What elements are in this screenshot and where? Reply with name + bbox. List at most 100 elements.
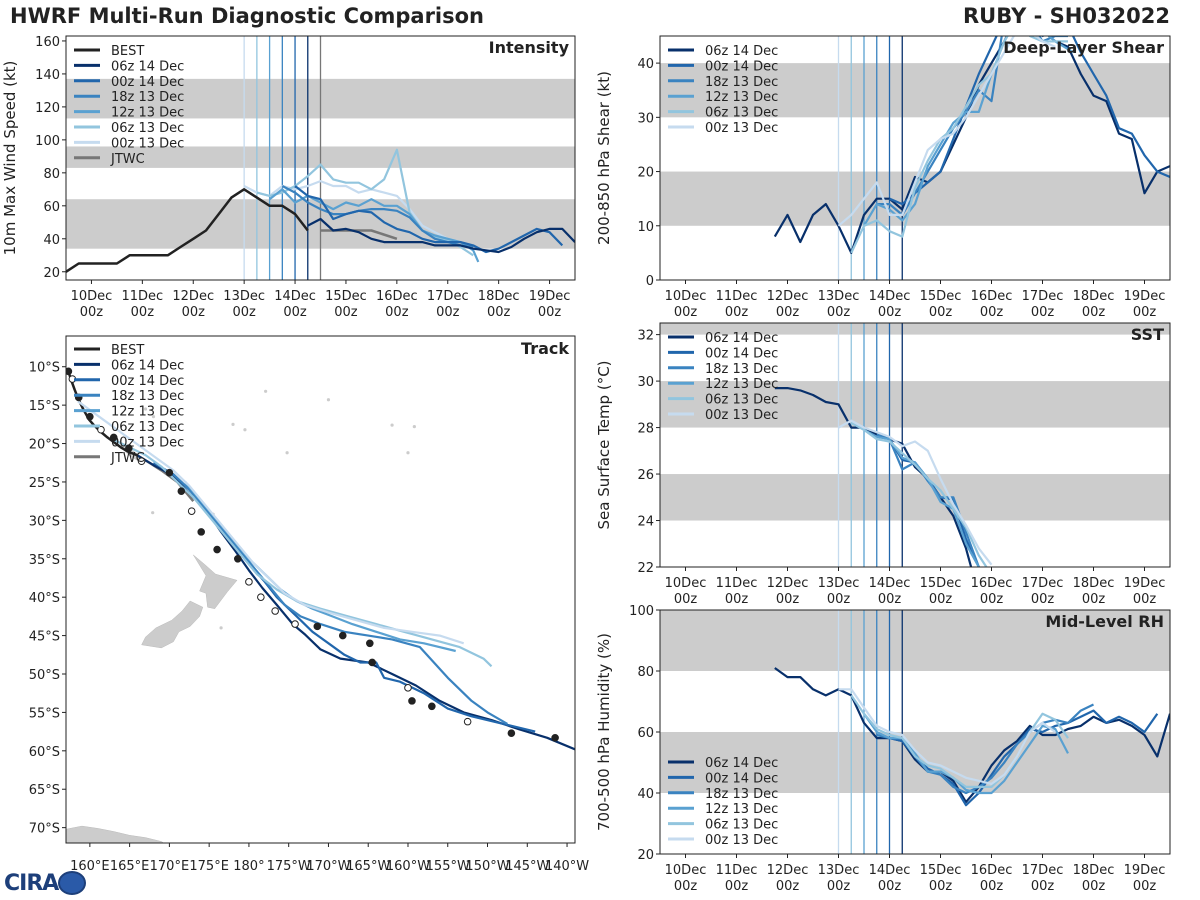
legend-label: BEST xyxy=(111,44,144,59)
track-point-best xyxy=(137,457,146,466)
legend-label: 12z 13 Dec xyxy=(705,377,778,392)
y-tick-label: 30 xyxy=(637,375,654,390)
legend-label: 00z 13 Dec xyxy=(111,435,184,450)
track-point-06z-14-dec xyxy=(338,631,347,640)
plot-area xyxy=(660,323,1170,567)
x-tick-label: 12Dec xyxy=(767,289,809,304)
x-tick-label: 11Dec xyxy=(716,863,758,878)
legend-label: JTWC xyxy=(110,152,145,167)
y-tick-label: 40 xyxy=(637,57,654,72)
x-tick-label: 17Dec xyxy=(1022,289,1064,304)
island xyxy=(151,415,156,419)
y-tick-label: 80 xyxy=(43,167,60,182)
y-axis-label: 700-500 hPa Humidity (%) xyxy=(595,633,613,831)
series-line-18z-13-dec xyxy=(281,185,474,249)
lon-tick-label: 170°W xyxy=(306,859,350,874)
legend-label: 12z 13 Dec xyxy=(111,106,184,121)
lon-tick-label: 150°W xyxy=(465,859,509,874)
legend-label: 06z 14 Dec xyxy=(111,358,184,373)
x-tick-label: 14Dec xyxy=(869,576,911,591)
x-tick-label: 00z xyxy=(1031,592,1055,607)
panel-track: 10°S 15°S 20°S 25°S 30°S 35°S 40°S 45°S 50°S 55°S… xyxy=(29,335,589,874)
x-tick-label: 00z xyxy=(929,879,953,894)
x-tick-label: 12Dec xyxy=(767,863,809,878)
x-tick-label: 00z xyxy=(283,305,307,320)
x-tick-label: 15Dec xyxy=(920,863,962,878)
x-tick-label: 00z xyxy=(1031,305,1055,320)
cira-logo: CIRA xyxy=(4,866,87,900)
x-tick-label: 18Dec xyxy=(478,289,520,304)
legend-label: 18z 13 Dec xyxy=(705,75,778,90)
series-line-00z-13-dec xyxy=(837,419,993,566)
legend-label: 00z 14 Dec xyxy=(705,59,778,74)
legend-label: 06z 14 Dec xyxy=(705,44,778,59)
x-tick-label: 00z xyxy=(182,305,206,320)
y-tick-label: 10 xyxy=(637,220,654,235)
island xyxy=(231,422,235,426)
legend-label: 00z 14 Dec xyxy=(111,75,184,90)
island xyxy=(264,389,268,393)
legend-label: 06z 14 Dec xyxy=(705,331,778,346)
band-28-30 xyxy=(660,381,1170,428)
y-tick-label: 120 xyxy=(35,101,60,116)
y-tick-label: 140 xyxy=(35,68,60,83)
legend-label: 12z 13 Dec xyxy=(111,405,184,420)
panel-title: Deep-Layer Shear xyxy=(1003,38,1164,57)
x-tick-label: 17Dec xyxy=(1022,863,1064,878)
lat-tick-label: 55°S xyxy=(29,706,60,721)
track-point-06z-14-dec xyxy=(463,717,472,726)
x-tick-label: 00z xyxy=(80,305,104,320)
y-tick-label: 100 xyxy=(629,604,654,619)
x-tick-label: 00z xyxy=(1133,879,1157,894)
y-tick-label: 60 xyxy=(43,200,60,215)
series-line-00z-14-dec xyxy=(294,185,564,254)
legend-label: 06z 13 Dec xyxy=(111,121,184,136)
x-tick-label: 00z xyxy=(131,305,155,320)
x-tick-label: 00z xyxy=(385,305,409,320)
x-tick-label: 15Dec xyxy=(920,289,962,304)
series-line-06z-13-dec xyxy=(850,36,1068,254)
legend-label: JTWC xyxy=(110,451,145,466)
legend-label: 06z 13 Dec xyxy=(111,420,184,435)
y-tick-label: 80 xyxy=(637,665,654,680)
track-point-06z-14-dec xyxy=(213,545,221,554)
lat-tick-label: 40°S xyxy=(29,591,60,606)
y-tick-label: 22 xyxy=(637,561,654,576)
x-tick-label: 16Dec xyxy=(971,576,1013,591)
x-tick-label: 13Dec xyxy=(223,289,265,304)
panel-title: SST xyxy=(1131,325,1164,344)
y-tick-label: 20 xyxy=(43,266,60,281)
x-tick-label: 00z xyxy=(980,879,1004,894)
track-point-06z-14-dec xyxy=(551,733,559,742)
legend-label: 00z 14 Dec xyxy=(111,374,184,389)
island xyxy=(243,428,247,432)
x-tick-label: 14Dec xyxy=(869,863,911,878)
x-tick-label: 00z xyxy=(674,305,698,320)
x-tick-label: 00z xyxy=(980,305,1004,320)
x-tick-label: 00z xyxy=(1133,592,1157,607)
series-line-06z-13-dec xyxy=(850,694,1069,789)
lon-tick-label: 175°W xyxy=(267,859,311,874)
track-point-06z-14-dec xyxy=(233,554,242,563)
x-tick-label: 00z xyxy=(929,305,953,320)
island xyxy=(412,425,416,429)
track-point-best xyxy=(66,367,73,376)
band-40-60 xyxy=(660,732,1170,793)
land-antarctica xyxy=(66,825,165,843)
panel-title: Intensity xyxy=(489,38,570,57)
x-tick-label: 00z xyxy=(725,879,749,894)
x-tick-label: 19Dec xyxy=(529,289,571,304)
island xyxy=(219,626,223,630)
x-tick-label: 19Dec xyxy=(1124,289,1166,304)
lat-tick-label: 25°S xyxy=(29,476,60,491)
x-tick-label: 00z xyxy=(232,305,256,320)
figure-title: HWRF Multi-Run Diagnostic Comparison xyxy=(10,4,485,28)
plot-area xyxy=(660,36,1170,280)
axes-frame xyxy=(659,322,1171,568)
x-tick-label: 00z xyxy=(334,305,358,320)
x-tick-label: 00z xyxy=(827,305,851,320)
